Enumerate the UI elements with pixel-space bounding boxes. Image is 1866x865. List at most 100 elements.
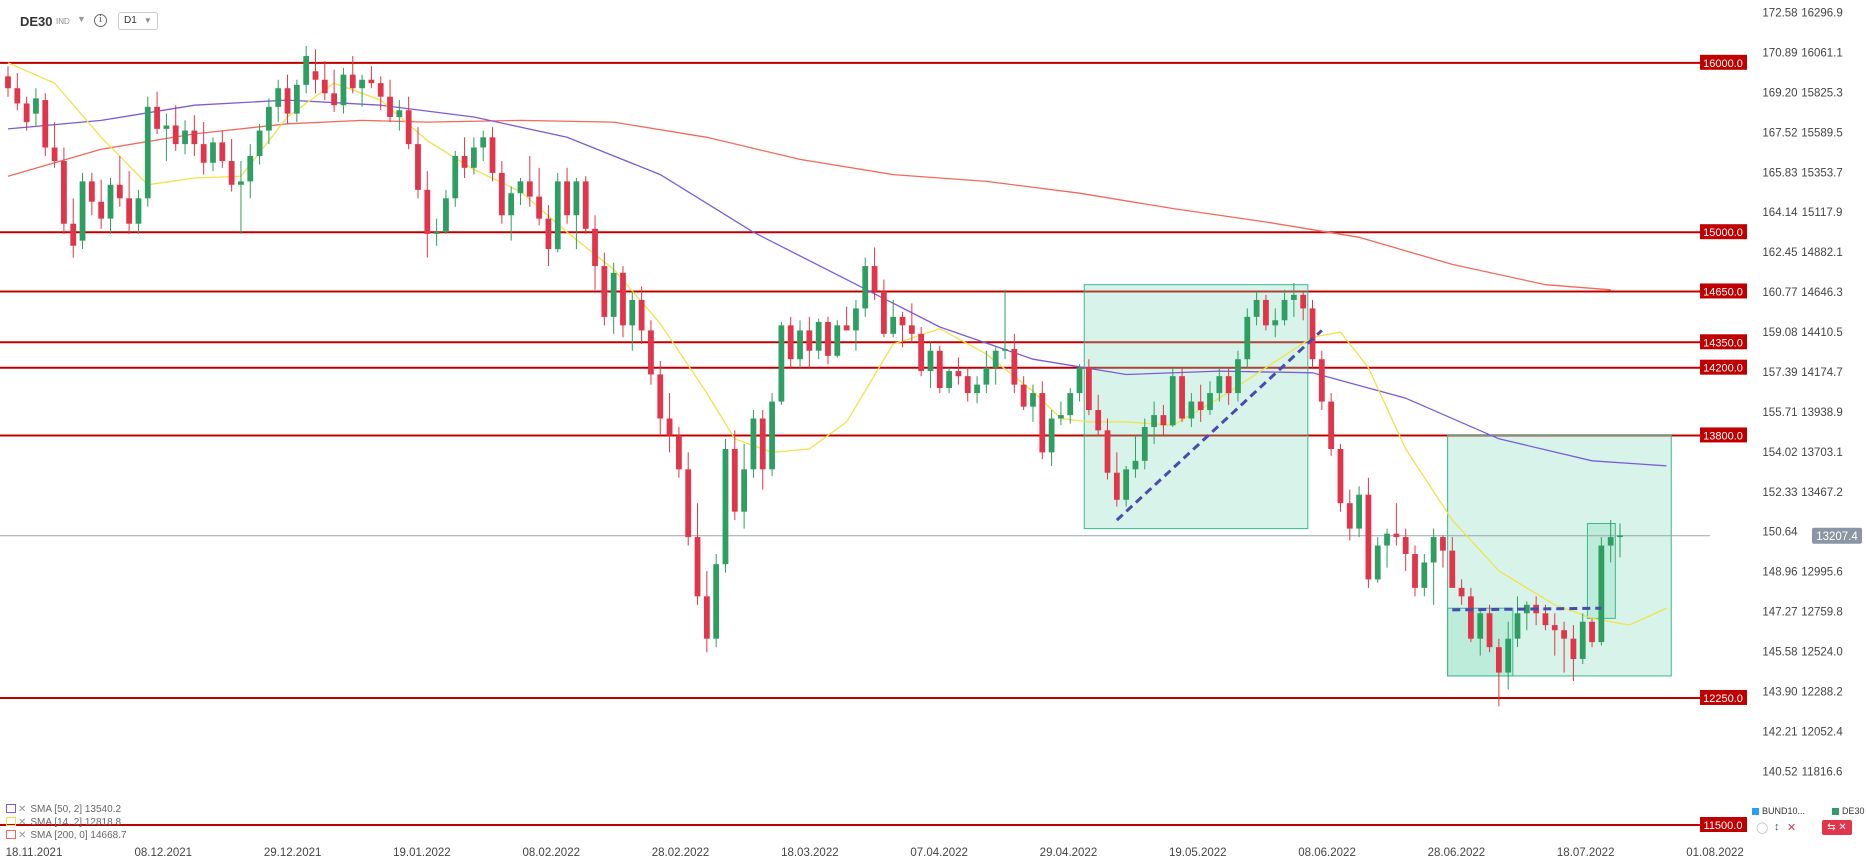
candle-body [42,100,49,148]
candle-body [899,316,906,326]
level-tag [1700,224,1747,240]
level-tag [1700,334,1747,350]
level-tag [1700,817,1747,832]
candle-body [471,147,477,168]
corner-legend-bund: BUND10... [1752,806,1805,816]
candle-body [1085,367,1092,411]
candle-body [638,299,645,331]
candle-body [1309,308,1316,360]
candle-body [983,367,990,385]
candle-body [1300,294,1307,309]
candle-body [1402,537,1409,554]
level-tag-label: 16000.0 [1703,58,1743,70]
candle-body [377,83,384,97]
candle-body [1449,550,1456,588]
indicator-legend-item[interactable]: ✕ SMA [50, 2] 13540.2 [6,804,121,815]
close-icon[interactable]: ✕ [18,817,27,828]
left-tick-label: 147.27 [1762,607,1797,619]
left-tick-label: 165.83 [1762,167,1797,179]
candle-body [601,266,608,317]
candle-body [573,181,580,216]
candle-body [461,155,468,168]
candle-body [946,371,952,389]
indicator-legend-item[interactable]: ✕ SMA [200, 0] 14668.7 [6,830,127,841]
candle-body [1048,418,1055,453]
candle-body [1039,393,1046,453]
close-icon[interactable]: ✕ [1787,822,1797,834]
left-tick-label: 160.77 [1762,287,1797,299]
market-label: IND [56,17,70,26]
candle-body [433,232,440,234]
left-tick-label: 167.52 [1762,127,1797,139]
candle-body [1337,448,1344,504]
reorder-icon[interactable]: ↕ [1774,821,1780,833]
candle-body [1468,596,1474,639]
candle-body [88,181,95,202]
candle-body [1356,494,1362,529]
candle-body [992,350,999,368]
info-icon[interactable]: i [94,14,107,27]
indicator-color-icon [6,804,16,813]
right-tick-label: 12524.0 [1801,647,1843,659]
candle-body [154,106,160,129]
candle-body [1058,415,1064,419]
series-options-button[interactable]: ⇆ ✕ [1822,820,1852,835]
candle-body [703,596,710,639]
candle-body [1216,376,1223,394]
candle-body [1169,376,1176,426]
candle-body [778,325,785,402]
candle-body [144,106,151,199]
indicator-label: SMA [50, 2] 13540.2 [30,804,122,815]
candle-body [713,564,720,639]
candle-body [116,184,123,199]
candle-body [1477,613,1484,639]
indicator-legend-item[interactable]: ✕ SMA [14, 2] 12818.8 [6,817,121,828]
level-tag-label: 11500.0 [1704,820,1743,832]
visibility-icon[interactable]: ◯ [1756,822,1769,834]
candle-body [908,325,915,334]
candle-body [1412,554,1418,588]
candle-body [126,198,133,224]
left-tick-label: 159.08 [1762,327,1797,339]
right-tick-label: 15589.5 [1801,127,1843,139]
candle-body [759,418,766,470]
candle-body [61,161,67,224]
close-icon[interactable]: ✕ [18,804,27,815]
left-tick-label: 145.58 [1762,647,1797,659]
candle-body [554,181,561,250]
candle-body [834,325,841,356]
symbol-name[interactable]: DE30 [20,14,53,29]
candle-body [806,330,813,351]
candle-body [1589,621,1595,643]
candle-body [1104,430,1111,473]
candle-body [1067,393,1074,416]
x-tick-label: 18.11.2021 [6,847,63,859]
chevron-down-icon[interactable]: ▼ [77,14,86,24]
x-tick-label: 29.12.2021 [264,847,322,859]
candle-body [79,181,86,241]
x-tick-label: 08.12.2021 [135,847,193,859]
timeframe-select[interactable]: D1 ▼ [118,12,158,30]
trend-dashed-line [1452,606,1602,612]
candle-body [1141,426,1148,461]
candle-body [750,418,757,470]
close-icon[interactable]: ✕ [18,830,27,841]
right-tick-label: 14646.3 [1801,287,1843,299]
left-tick-label: 164.14 [1762,207,1798,219]
candle-body [1486,613,1493,648]
candle-body [70,223,77,246]
left-tick-label: 140.52 [1762,766,1797,778]
candle-body [1244,316,1251,360]
candle-body [182,130,188,145]
candle-body [489,137,496,173]
indicator-color-icon [6,830,16,839]
candle-body [284,88,291,114]
indicator-color-icon [6,817,16,826]
candle-body [731,448,738,512]
candle-body [1523,604,1530,614]
right-tick-label: 12288.2 [1801,686,1843,698]
candle-body [1374,545,1381,580]
candle-body [545,218,552,250]
candle-body [98,201,105,219]
